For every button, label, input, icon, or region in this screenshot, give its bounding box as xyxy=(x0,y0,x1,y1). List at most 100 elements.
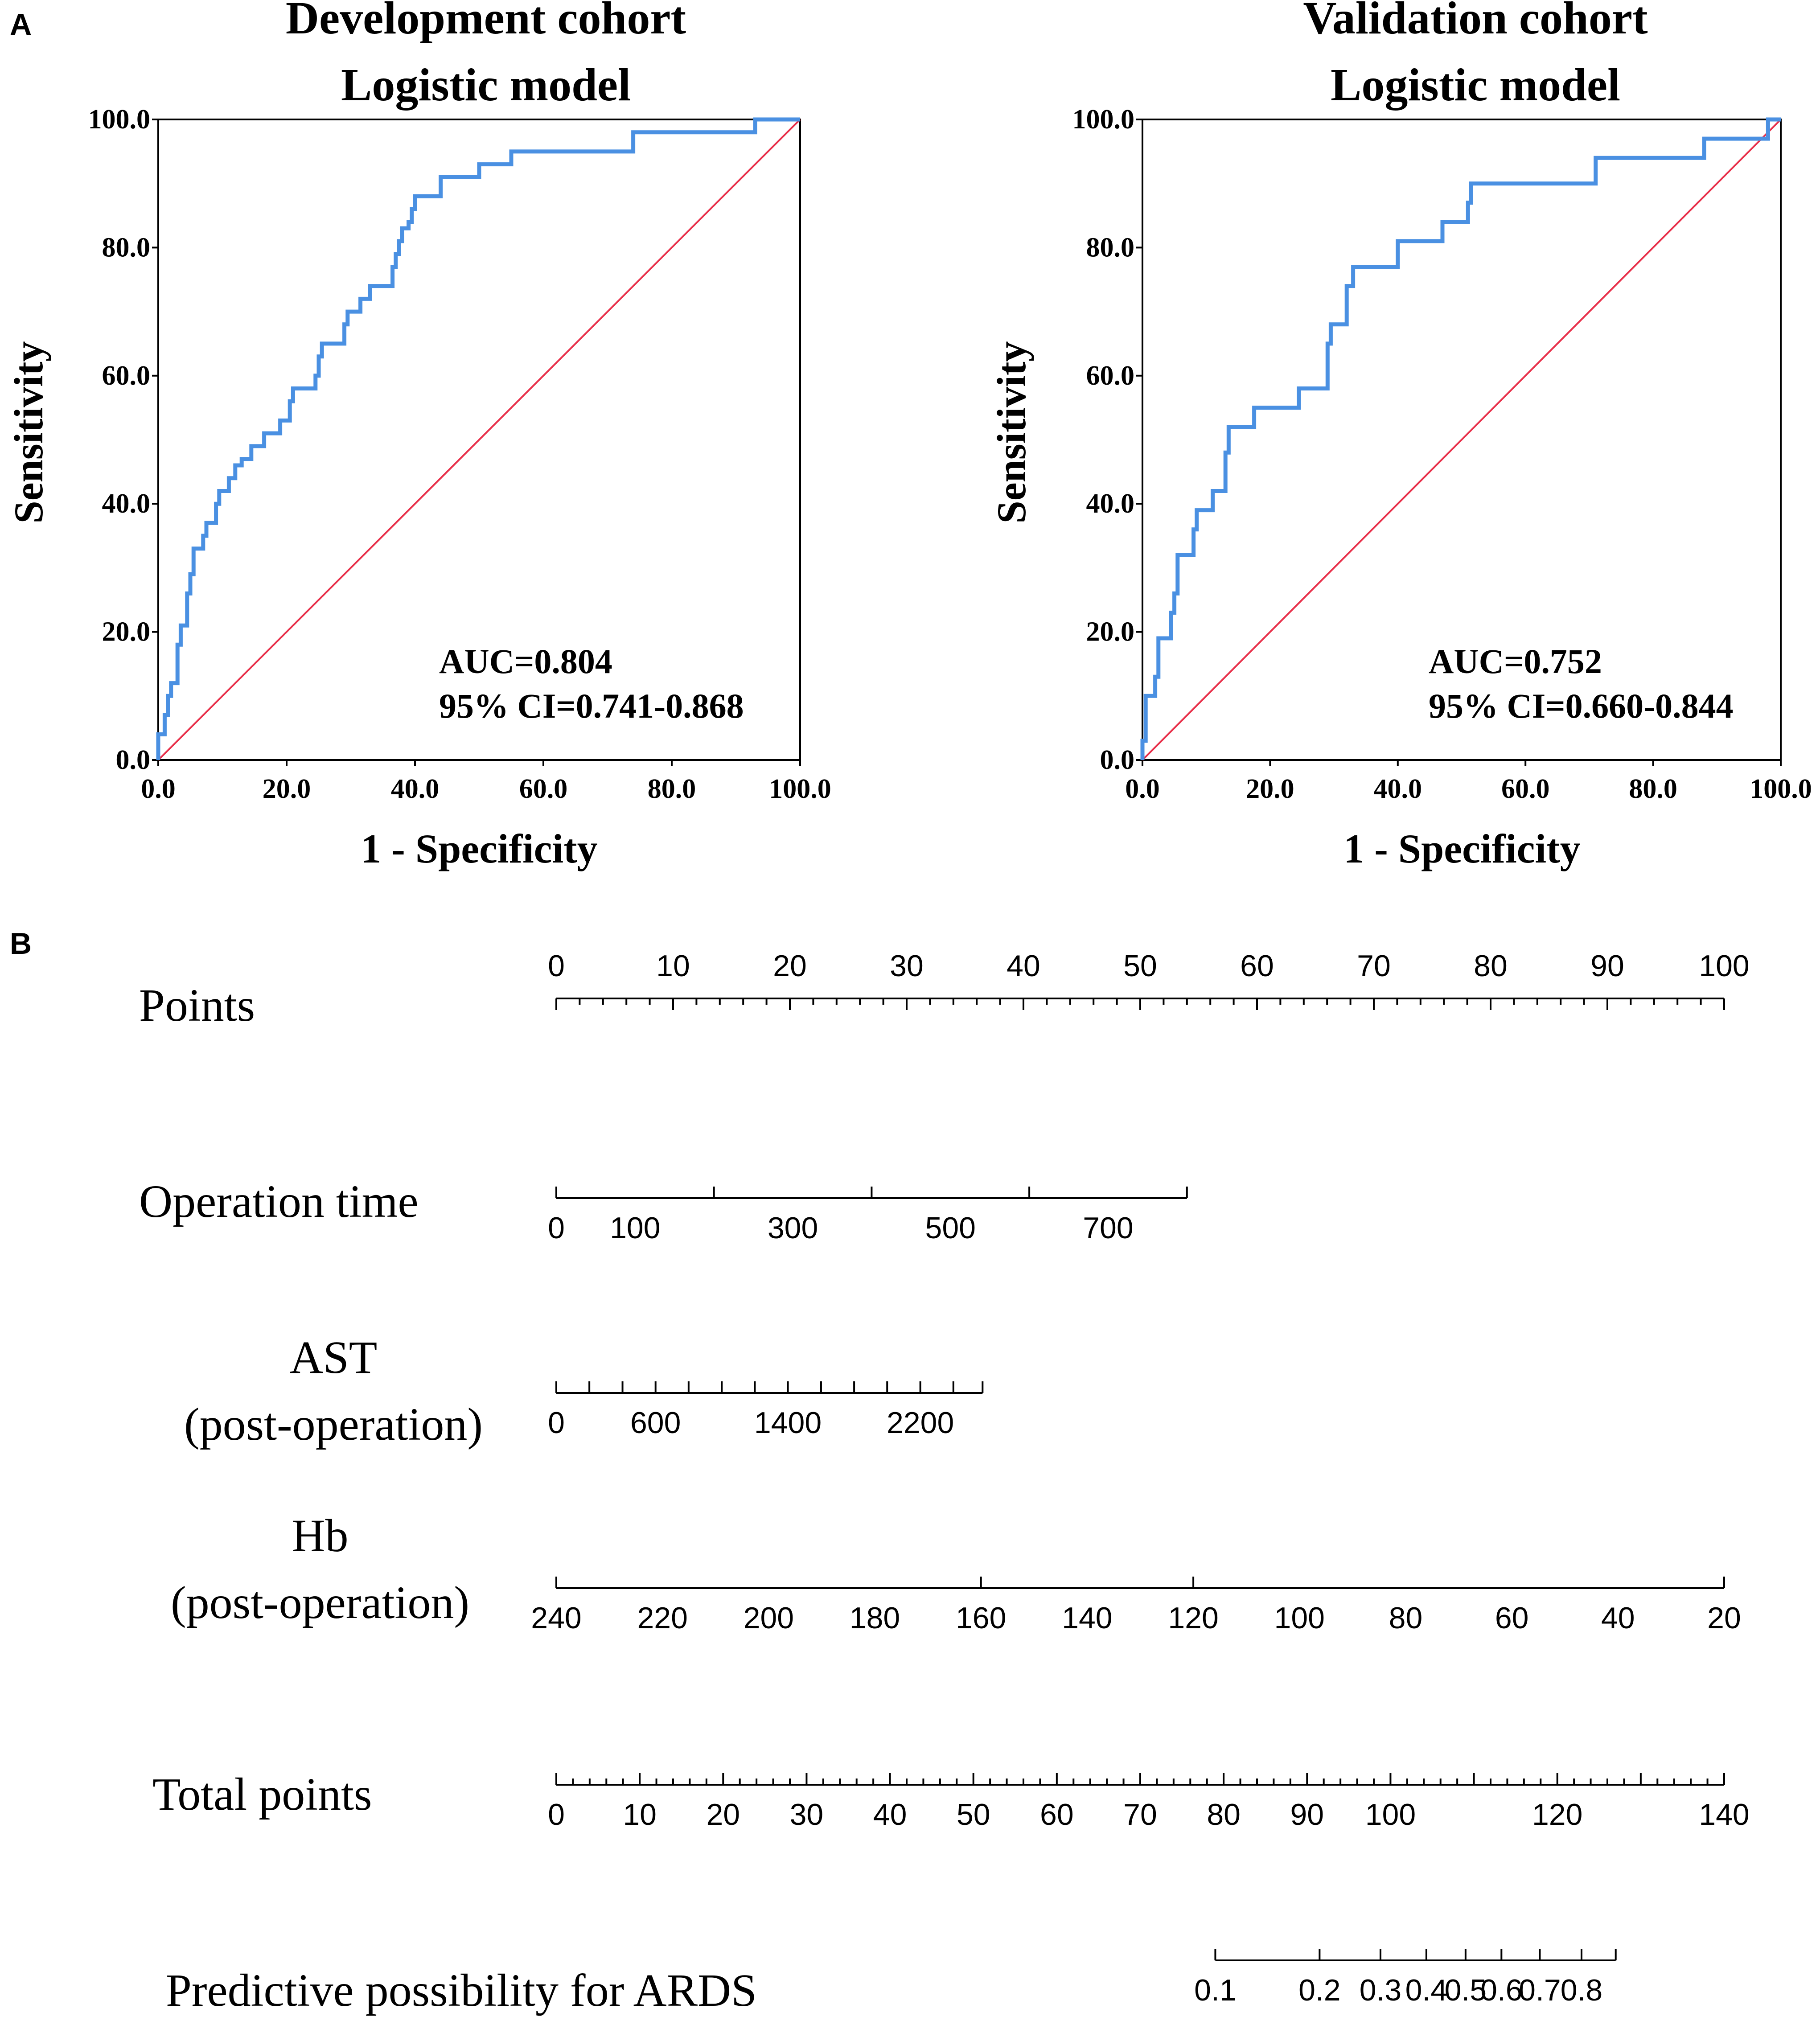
dev-roc-reference-line xyxy=(157,119,801,761)
val-roc-chart: Validation cohort Logistic model 0.00.0 2… xyxy=(989,0,1812,871)
nomogram-row-3-tick-label: 600 xyxy=(630,1406,681,1440)
nomogram-row-1-tick-label: 100 xyxy=(1699,949,1749,983)
nomogram-row-5-tick-label: 30 xyxy=(790,1798,824,1832)
nomogram-row-4-tick-label: 180 xyxy=(850,1601,900,1635)
nomogram-row-4-tick-label: 220 xyxy=(637,1601,687,1635)
nomogram-row-5-tick-label: 100 xyxy=(1365,1798,1416,1832)
dev-roc-title-line1: Development cohort xyxy=(286,0,686,44)
nomogram-row-3-tick-label: 2200 xyxy=(887,1406,954,1440)
nomogram-row-2-label: Operation time xyxy=(139,1176,419,1227)
dev-roc-ylabel: Sensitivity xyxy=(6,341,51,524)
nomogram-row-5-tick-label: 70 xyxy=(1123,1798,1157,1832)
nomogram-row-6-tick-label: 0.6 xyxy=(1480,1973,1523,2007)
panel-label-a: A xyxy=(10,8,32,41)
dev-roc-xtick-label: 100.0 xyxy=(769,774,831,804)
nomogram-row-4-label: Hb xyxy=(292,1510,348,1561)
dev-roc-xlabel: 1 - Specificity xyxy=(361,826,597,871)
nomogram-row-5-tick-label: 140 xyxy=(1699,1798,1749,1832)
nomogram-row-3-tick-label: 1400 xyxy=(754,1406,822,1440)
val-roc-ytick-label: 60.0 xyxy=(1086,361,1135,391)
dev-roc-ytick-label: 20.0 xyxy=(102,617,151,647)
nomogram-row-5-tick-label: 120 xyxy=(1532,1798,1582,1832)
nomogram-row-4-label: (post-operation) xyxy=(171,1577,469,1628)
nomogram-row-1-tick-label: 10 xyxy=(656,949,690,983)
dev-roc-chart: Development cohort Logistic model 0.00.0… xyxy=(6,0,831,871)
nomogram-row-4-tick-label: 80 xyxy=(1389,1601,1423,1635)
nomogram-row-6-tick-label: 0.3 xyxy=(1360,1973,1402,2007)
val-roc-title-line1: Validation cohort xyxy=(1303,0,1648,44)
dev-roc-ci: 95% CI=0.741-0.868 xyxy=(439,686,744,725)
nomogram-row-5-tick-label: 10 xyxy=(623,1798,657,1832)
nomogram-row-2-tick-label: 500 xyxy=(925,1211,976,1245)
dev-roc-frame xyxy=(157,119,801,761)
val-roc-ytick-label: 100.0 xyxy=(1072,104,1135,135)
nomogram-row-1-tick-label: 70 xyxy=(1357,949,1391,983)
nomogram-row-1-tick-label: 80 xyxy=(1474,949,1508,983)
nomogram-row-5-tick-label: 20 xyxy=(706,1798,740,1832)
val-roc-xtick-label: 100.0 xyxy=(1750,774,1812,804)
nomogram-row-1-tick-label: 20 xyxy=(773,949,807,983)
dev-roc-xtick-label: 20.0 xyxy=(263,774,311,804)
val-roc-xtick-label: 60.0 xyxy=(1501,774,1550,804)
dev-roc-xtick-label: 80.0 xyxy=(648,774,696,804)
val-roc-ci: 95% CI=0.660-0.844 xyxy=(1429,686,1734,725)
nomogram-row-1-tick-label: 90 xyxy=(1590,949,1624,983)
nomogram-row-1-label: Points xyxy=(139,980,255,1031)
nomogram-row-1-tick-label: 0 xyxy=(548,949,565,983)
nomogram-row-5-label: Total points xyxy=(152,1769,372,1820)
val-roc-xtick-label: 80.0 xyxy=(1629,774,1677,804)
val-roc-auc: AUC=0.752 xyxy=(1429,642,1602,681)
dev-roc-ytick-label: 100.0 xyxy=(88,104,151,135)
dev-roc-xtick-label: 40.0 xyxy=(391,774,440,804)
val-roc-xtick-label: 0.0 xyxy=(1125,774,1160,804)
val-roc-ytick-label: 0.0 xyxy=(1100,745,1135,775)
nomogram-row-4-tick-label: 240 xyxy=(531,1601,581,1635)
val-roc-ytick-label: 40.0 xyxy=(1086,489,1135,519)
dev-roc-auc: AUC=0.804 xyxy=(439,642,612,681)
nomogram-row-4-tick-label: 120 xyxy=(1168,1601,1218,1635)
nomogram-row-4-tick-label: 20 xyxy=(1707,1601,1741,1635)
nomogram-row-2-tick-label: 300 xyxy=(768,1211,818,1245)
val-roc-reference-line xyxy=(1142,119,1782,761)
nomogram-row-2-tick-label: 700 xyxy=(1083,1211,1133,1245)
val-roc-xtick-label: 20.0 xyxy=(1246,774,1294,804)
nomogram-row-5-tick-label: 80 xyxy=(1207,1798,1241,1832)
nomogram-row-3-tick-label: 0 xyxy=(548,1406,565,1440)
dev-roc-xtick-label: 60.0 xyxy=(519,774,568,804)
nomogram-row-5-tick-label: 0 xyxy=(548,1798,565,1832)
val-roc-roc-curve xyxy=(1140,117,1781,760)
dev-roc-roc-curve xyxy=(156,117,800,760)
nomogram-row-5-tick-label: 40 xyxy=(873,1798,907,1832)
nomogram-row-5-tick-label: 50 xyxy=(957,1798,990,1832)
dev-roc-ytick-label: 0.0 xyxy=(116,745,151,775)
nomogram-row-6-tick-label: 0.1 xyxy=(1194,1973,1237,2007)
dev-roc-title-line2: Logistic model xyxy=(341,59,631,111)
val-roc-plot: 0.00.0 20.0 20.0 40.0 40.0 60.0 60.0 80.0 80.0 10… xyxy=(1072,104,1812,804)
val-roc-xtick-label: 40.0 xyxy=(1374,774,1422,804)
nomogram-row-6-tick-label: 0.5 xyxy=(1445,1973,1487,2007)
nomogram-row-6-label: Predictive possibility for ARDS xyxy=(166,1965,757,2016)
nomogram-row-5-tick-label: 90 xyxy=(1290,1798,1324,1832)
nomogram-row-2-tick-label: 0 xyxy=(548,1211,565,1245)
nomogram-row-6-tick-label: 0.4 xyxy=(1405,1973,1448,2007)
val-roc-title-line2: Logistic model xyxy=(1331,59,1620,111)
val-roc-ytick-label: 80.0 xyxy=(1086,232,1135,263)
nomogram-row-6-tick-label: 0.8 xyxy=(1561,1973,1603,2007)
val-roc-ylabel: Sensitivity xyxy=(989,341,1034,524)
nomogram-row-1-tick-label: 40 xyxy=(1007,949,1040,983)
nomogram-row-6-tick-label: 0.2 xyxy=(1298,1973,1341,2007)
nomogram-row-4-tick-label: 200 xyxy=(744,1601,794,1635)
val-roc-xlabel: 1 - Specificity xyxy=(1343,826,1580,871)
nomogram-row-4-tick-label: 60 xyxy=(1495,1601,1529,1635)
nomogram-row-4-tick-label: 100 xyxy=(1274,1601,1325,1635)
nomogram-row-2-tick-label: 100 xyxy=(610,1211,660,1245)
nomogram-row-1-tick-label: 50 xyxy=(1123,949,1157,983)
val-roc-frame xyxy=(1142,119,1782,761)
dev-roc-ytick-label: 80.0 xyxy=(102,232,151,263)
dev-roc-ytick-label: 60.0 xyxy=(102,361,151,391)
panel-label-b: B xyxy=(10,927,32,961)
nomogram-row-3-label: AST xyxy=(290,1332,377,1383)
nomogram-row-1-tick-label: 60 xyxy=(1240,949,1274,983)
